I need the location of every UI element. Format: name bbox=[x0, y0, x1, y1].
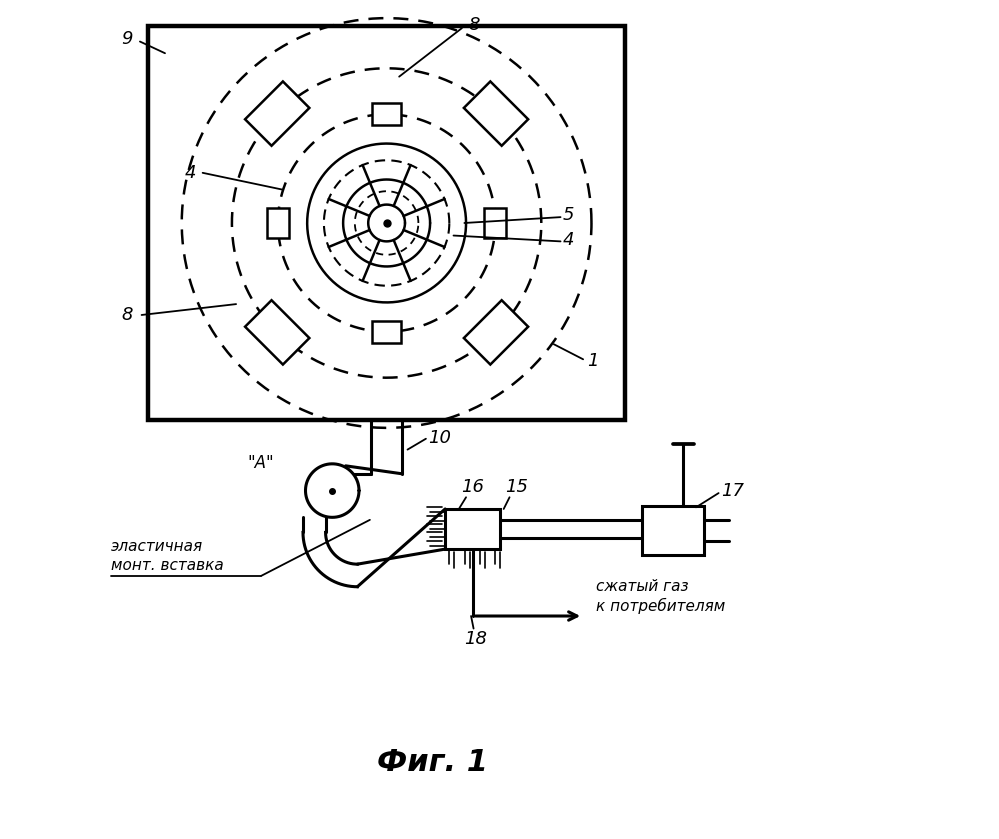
Bar bbox=[446, 509, 500, 549]
Text: 4: 4 bbox=[185, 164, 196, 182]
Text: 18: 18 bbox=[465, 630, 488, 649]
Polygon shape bbox=[369, 205, 405, 242]
Polygon shape bbox=[485, 208, 506, 237]
Text: 17: 17 bbox=[721, 482, 744, 499]
Text: 4: 4 bbox=[562, 231, 573, 248]
Text: 8: 8 bbox=[122, 306, 133, 324]
Bar bbox=[148, 27, 625, 420]
Polygon shape bbox=[372, 103, 402, 125]
Text: эластичная: эластичная bbox=[111, 539, 203, 554]
Text: Фиг. 1: Фиг. 1 bbox=[377, 748, 489, 777]
Polygon shape bbox=[245, 81, 310, 146]
Text: 8: 8 bbox=[469, 16, 481, 34]
Polygon shape bbox=[343, 180, 431, 267]
Polygon shape bbox=[464, 81, 528, 146]
Bar bbox=[641, 507, 704, 555]
Text: "А": "А" bbox=[248, 454, 275, 472]
Text: к потребителям: к потребителям bbox=[595, 598, 725, 614]
Polygon shape bbox=[245, 300, 310, 364]
Text: 9: 9 bbox=[122, 30, 133, 48]
Polygon shape bbox=[267, 208, 289, 237]
Polygon shape bbox=[307, 143, 467, 302]
Text: 15: 15 bbox=[504, 478, 527, 497]
Text: 10: 10 bbox=[429, 429, 452, 447]
Text: 5: 5 bbox=[562, 206, 573, 224]
Text: сжатый газ: сжатый газ bbox=[595, 579, 688, 594]
Polygon shape bbox=[306, 464, 359, 518]
Text: монт. вставка: монт. вставка bbox=[111, 558, 224, 573]
Text: 16: 16 bbox=[462, 478, 485, 497]
Polygon shape bbox=[372, 320, 402, 343]
Polygon shape bbox=[464, 300, 528, 364]
Text: 1: 1 bbox=[587, 352, 598, 370]
Bar bbox=[148, 27, 625, 420]
